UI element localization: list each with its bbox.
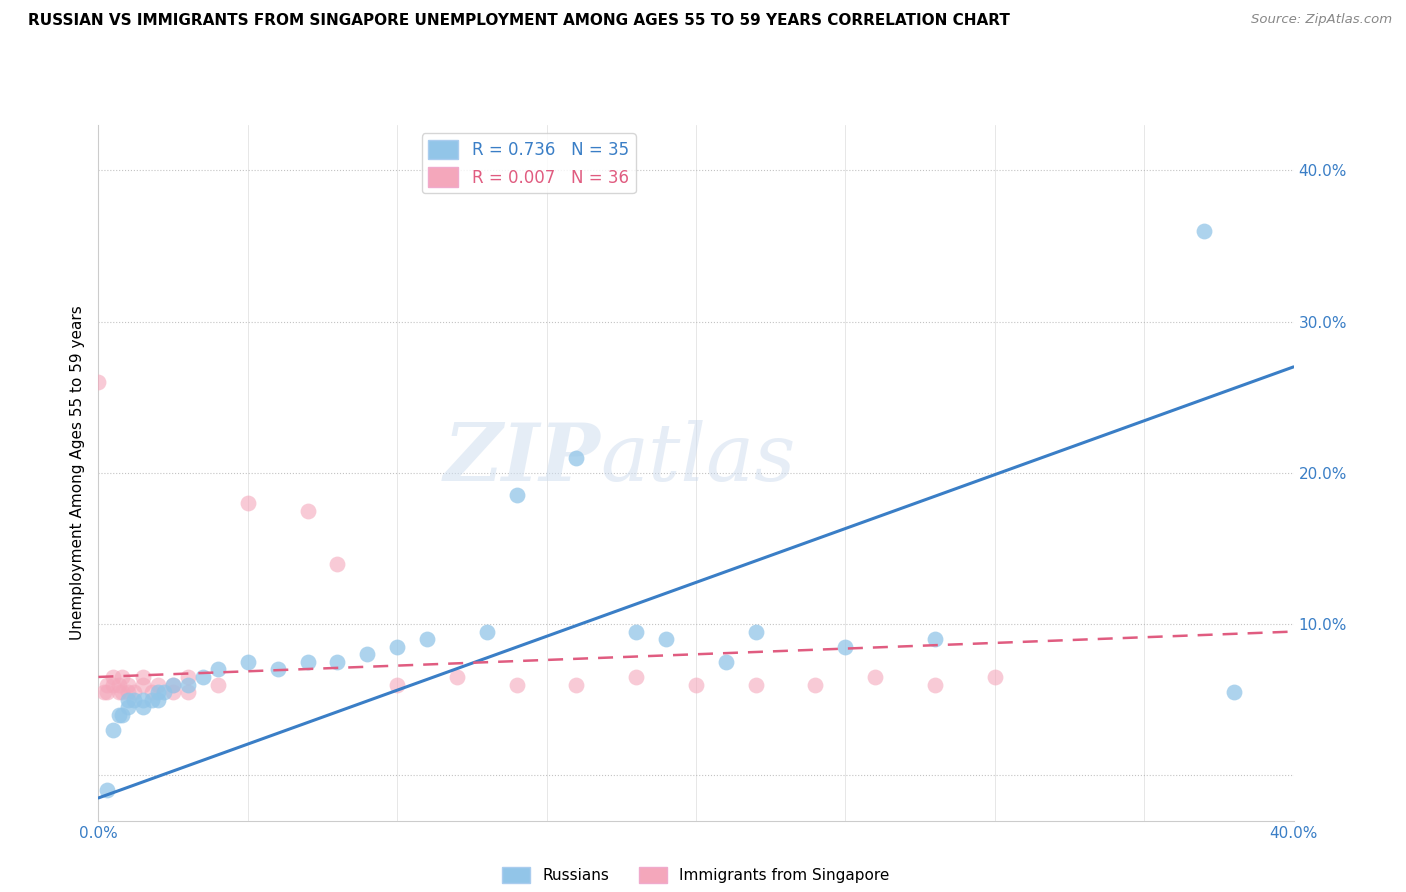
Point (177, 677, 200, 691)
Point (745, 624, 768, 639)
Point (685, 677, 707, 691)
Point (96, 685, 118, 699)
Point (236, 496, 259, 510)
Point (141, 685, 163, 699)
Point (191, 670, 214, 684)
Point (108, 677, 131, 691)
Point (103, 723, 125, 737)
Point (865, 670, 887, 684)
Point (1192, 224, 1215, 238)
Point (356, 647, 378, 661)
Point (162, 677, 184, 691)
Text: atlas: atlas (600, 420, 796, 498)
Point (326, 557, 349, 571)
Point (804, 677, 827, 691)
Point (506, 677, 529, 691)
Point (132, 700, 155, 714)
Point (177, 685, 200, 699)
Point (924, 632, 946, 647)
Point (111, 685, 134, 699)
Point (834, 640, 856, 654)
Point (132, 670, 155, 684)
Point (103, 670, 125, 684)
Point (103, 677, 125, 691)
Point (148, 677, 170, 691)
Point (297, 655, 319, 669)
Point (565, 450, 588, 465)
Point (148, 692, 170, 706)
Point (117, 677, 139, 691)
Point (96, 677, 118, 691)
Point (132, 677, 155, 691)
Point (475, 624, 498, 639)
Point (124, 685, 146, 699)
Point (624, 670, 647, 684)
Point (385, 640, 409, 654)
Point (1223, 685, 1246, 699)
Point (924, 677, 946, 691)
Text: RUSSIAN VS IMMIGRANTS FROM SINGAPORE UNEMPLOYMENT AMONG AGES 55 TO 59 YEARS CORR: RUSSIAN VS IMMIGRANTS FROM SINGAPORE UNE… (28, 13, 1010, 29)
Point (117, 685, 139, 699)
Point (297, 503, 319, 517)
Point (93, 685, 115, 699)
Point (108, 707, 131, 722)
Point (162, 677, 184, 691)
Point (162, 685, 184, 699)
Point (153, 685, 176, 699)
Point (714, 655, 737, 669)
Point (117, 692, 139, 706)
Point (385, 677, 409, 691)
Point (983, 670, 1005, 684)
Text: ZIP: ZIP (443, 420, 600, 498)
Point (124, 692, 146, 706)
Point (326, 655, 349, 669)
Point (96, 783, 118, 797)
Y-axis label: Unemployment Among Ages 55 to 59 years: Unemployment Among Ages 55 to 59 years (69, 305, 84, 640)
Point (148, 685, 170, 699)
Text: Source: ZipAtlas.com: Source: ZipAtlas.com (1251, 13, 1392, 27)
Legend: Russians, Immigrants from Singapore: Russians, Immigrants from Singapore (496, 862, 896, 889)
Point (745, 677, 768, 691)
Point (177, 670, 200, 684)
Point (111, 707, 134, 722)
Point (236, 655, 259, 669)
Point (446, 670, 468, 684)
Point (108, 685, 131, 699)
Point (132, 692, 155, 706)
Point (87, 375, 110, 389)
Point (141, 692, 163, 706)
Point (267, 662, 290, 676)
Point (207, 677, 229, 691)
Point (565, 677, 588, 691)
Point (117, 700, 139, 714)
Point (111, 670, 134, 684)
Point (655, 632, 678, 647)
Point (207, 662, 229, 676)
Point (624, 624, 647, 639)
Point (506, 488, 529, 502)
Point (416, 632, 439, 647)
